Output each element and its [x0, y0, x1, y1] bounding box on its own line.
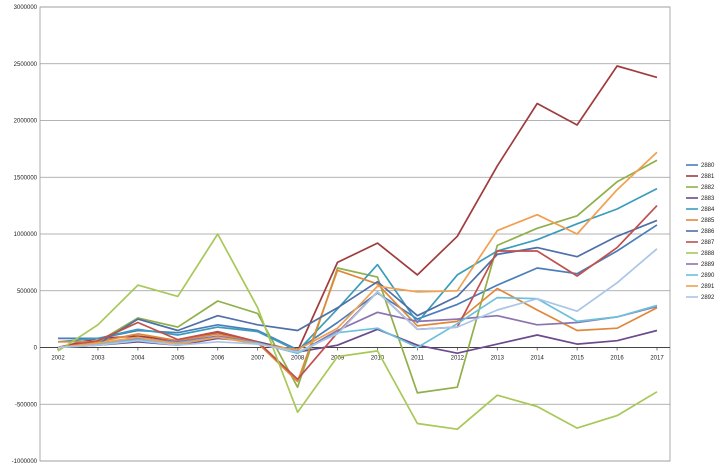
gridlines [39, 6, 671, 462]
legend-label-2889: 2889 [701, 262, 715, 268]
y-tick-label: 0 [34, 346, 38, 352]
x-tick-label: 2011 [411, 356, 425, 362]
y-tick-label: 1000000 [14, 232, 38, 238]
series-line-2881 [57, 65, 658, 352]
legend-label-2885: 2885 [701, 218, 715, 224]
legend-label-2880: 2880 [701, 163, 715, 169]
series-lines [57, 65, 658, 431]
x-tick-label: 2016 [610, 356, 624, 362]
y-tick-label: 2000000 [14, 119, 38, 125]
legend-label-2883: 2883 [701, 196, 715, 202]
x-tick-label: 2013 [491, 356, 505, 362]
y-tick-label: 3000000 [14, 5, 38, 11]
x-tick-label: 2008 [291, 356, 305, 362]
series-line-2892 [57, 248, 658, 353]
x-tick-label: 2017 [650, 356, 664, 362]
legend-label-2886: 2886 [701, 229, 715, 235]
legend-label-2884: 2884 [701, 207, 715, 213]
x-tick-label: 2003 [91, 356, 105, 362]
x-tick-label: 2006 [211, 356, 225, 362]
x-tick-label: 2004 [131, 356, 145, 362]
y-tick-label: 1500000 [14, 175, 38, 181]
series-line-2886 [57, 219, 658, 349]
series-line-2885 [58, 269, 658, 383]
series-line-2888 [57, 233, 658, 431]
x-tick-label: 2014 [531, 356, 545, 362]
x-tick-label: 2002 [51, 356, 65, 362]
x-tick-label: 2005 [171, 356, 185, 362]
legend-label-2882: 2882 [701, 185, 715, 191]
y-tick-label: 2500000 [14, 62, 38, 68]
legend-label-2881: 2881 [701, 174, 715, 180]
series-line-2884 [57, 187, 658, 352]
legend-label-2888: 2888 [701, 251, 715, 257]
legend-label-2892: 2892 [701, 295, 715, 301]
series-line-2891 [57, 151, 658, 351]
y-tick-label: -500000 [15, 402, 38, 408]
legend-label-2890: 2890 [701, 273, 715, 279]
legend-label-2887: 2887 [701, 240, 715, 246]
y-tick-label: -1000000 [12, 459, 38, 465]
legend-label-2891: 2891 [701, 284, 715, 290]
x-tick-label: 2012 [451, 356, 465, 362]
legend: 2880 2881 2882 2883 2884 2885 2886 2887 2888 2889… [686, 163, 715, 301]
x-tick-label: 2010 [371, 356, 385, 362]
x-tick-label: 2007 [251, 356, 265, 362]
x-tick-label: 2015 [570, 356, 584, 362]
y-tick-label: 500000 [17, 289, 38, 295]
series-line-2882 [57, 159, 658, 394]
axes: -1000000 -500000 0 500000 1000000 1500000 2000… [12, 5, 665, 465]
x-tick-label: 2009 [331, 356, 345, 362]
